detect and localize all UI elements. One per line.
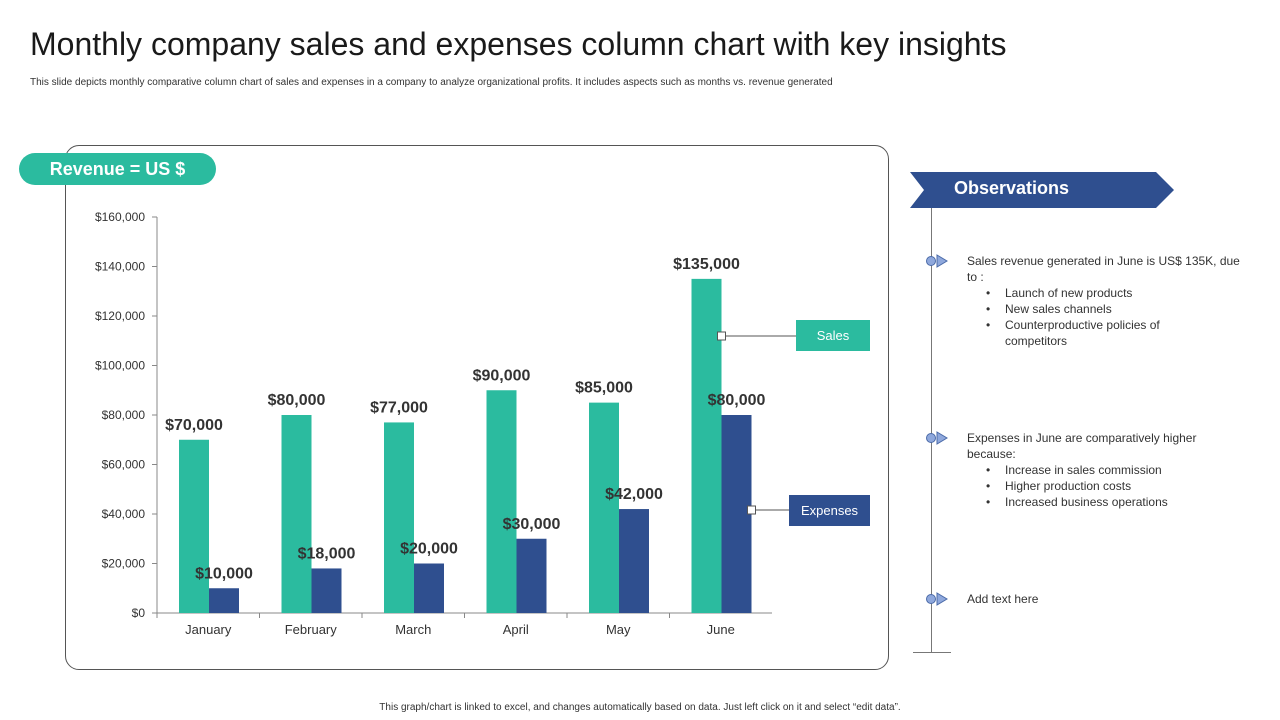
timeline-marker-icon — [926, 592, 948, 606]
observation-text: Sales revenue generated in June is US$ 1… — [967, 254, 1240, 284]
x-tick-label: April — [503, 622, 529, 637]
data-label-sales: $80,000 — [268, 392, 326, 409]
legend-box-sales[interactable] — [796, 320, 870, 351]
bar-expenses[interactable] — [209, 588, 239, 613]
bar-expenses[interactable] — [414, 563, 444, 614]
timeline-marker-icon — [926, 254, 948, 268]
y-tick-label: $160,000 — [95, 210, 145, 224]
x-tick-label: January — [185, 622, 232, 637]
timeline-marker-icon — [926, 431, 948, 445]
observation-bullet: Counterproductive policies of competitor… — [986, 317, 1175, 349]
bar-sales[interactable] — [486, 390, 517, 613]
legend-anchor-expenses — [747, 505, 756, 515]
observation-bullets: Increase in sales commission Higher prod… — [967, 462, 1232, 510]
bar-sales[interactable] — [589, 402, 619, 613]
bar-sales[interactable] — [384, 422, 414, 613]
data-label-sales: $135,000 — [673, 256, 740, 273]
y-tick-label: $100,000 — [95, 359, 145, 373]
x-tick-label: March — [395, 622, 431, 637]
bar-sales[interactable] — [281, 415, 312, 613]
legend-label-sales: Sales — [817, 328, 850, 343]
observation-bullet: Increased business operations — [986, 494, 1205, 510]
data-label-expenses: $42,000 — [605, 486, 663, 503]
bar-expenses[interactable] — [721, 415, 752, 613]
timeline-line — [931, 208, 932, 652]
footer-note: This graph/chart is linked to excel, and… — [379, 702, 901, 713]
observation-bullet: Increase in sales commission — [986, 462, 1205, 478]
revenue-unit-badge: Revenue = US $ — [19, 153, 216, 185]
data-label-sales: $90,000 — [473, 367, 531, 384]
banner-shape — [910, 172, 1174, 208]
chart-frame — [65, 145, 889, 670]
y-tick-label: $120,000 — [95, 309, 145, 323]
bar-sales[interactable] — [179, 439, 209, 613]
x-tick-label: May — [606, 622, 631, 637]
observation-bullet: Higher production costs — [986, 478, 1205, 494]
y-tick-label: $60,000 — [102, 458, 146, 472]
page-subtitle: This slide depicts monthly comparative c… — [30, 77, 833, 88]
data-label-expenses: $80,000 — [708, 392, 766, 409]
legend-anchor-sales — [717, 331, 726, 341]
bar-expenses[interactable] — [619, 509, 649, 613]
y-tick-label: $80,000 — [102, 408, 146, 422]
bar-sales[interactable] — [691, 278, 722, 613]
y-tick-label: $0 — [132, 606, 146, 620]
y-tick-label: $140,000 — [95, 260, 145, 274]
data-label-expenses: $18,000 — [298, 545, 356, 562]
observation-bullet: New sales channels — [986, 301, 1205, 317]
bar-expenses[interactable] — [311, 568, 342, 613]
timeline-base — [913, 652, 951, 653]
y-tick-label: $20,000 — [102, 557, 146, 571]
x-tick-label: June — [707, 622, 735, 637]
legend-label-expenses: Expenses — [801, 503, 859, 518]
observation-item: Sales revenue generated in June is US$ 1… — [967, 253, 1247, 349]
page-title: Monthly company sales and expenses colum… — [30, 26, 1007, 62]
data-label-expenses: $30,000 — [503, 516, 561, 533]
x-tick-label: February — [285, 622, 338, 637]
data-label-expenses: $20,000 — [400, 541, 458, 558]
legend-box-expenses[interactable] — [789, 495, 870, 526]
observation-text: Expenses in June are comparatively highe… — [967, 431, 1197, 461]
observations-title: Observations — [954, 178, 1070, 198]
data-label-sales: $85,000 — [575, 380, 633, 397]
observation-item: Add text here — [967, 591, 1247, 607]
observations-banner — [910, 172, 1174, 208]
observation-bullets: Launch of new products New sales channel… — [967, 285, 1247, 349]
data-label-sales: $70,000 — [165, 417, 223, 434]
data-label-sales: $77,000 — [370, 399, 428, 416]
observation-bullet: Launch of new products — [986, 285, 1205, 301]
data-label-expenses: $10,000 — [195, 565, 253, 582]
observation-item: Expenses in June are comparatively highe… — [967, 430, 1232, 510]
y-tick-label: $40,000 — [102, 507, 146, 521]
observation-placeholder-text[interactable]: Add text here — [967, 592, 1039, 606]
bar-expenses[interactable] — [516, 538, 547, 613]
